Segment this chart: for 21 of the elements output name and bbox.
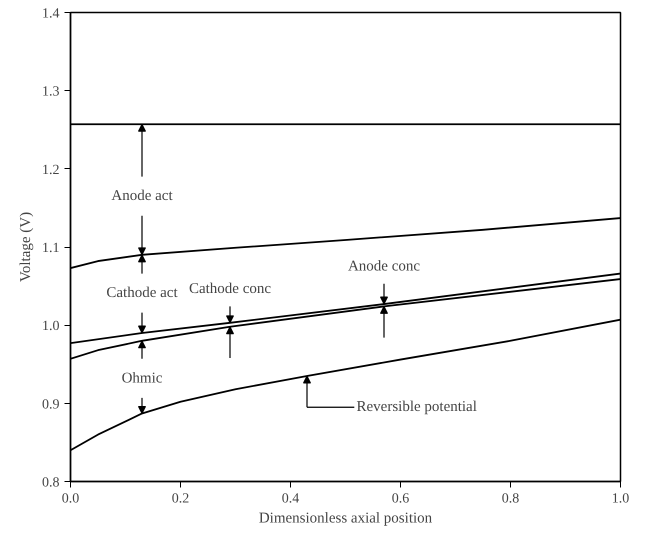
annotation: Anode act — [111, 188, 174, 204]
x-tick-label: 0.4 — [282, 492, 300, 506]
x-tick-label: 0.8 — [502, 492, 520, 506]
y-tick-label: 1.0 — [42, 319, 60, 334]
x-axis-title: Dimensionless axial position — [258, 510, 433, 526]
annotation: Cathode act — [106, 285, 178, 302]
annotation: Reversible potential — [356, 399, 477, 416]
x-tick-label: 0.6 — [392, 492, 410, 506]
y-tick-label: 0.9 — [42, 397, 60, 412]
y-tick-label: 1.2 — [42, 162, 60, 178]
y-tick-label: 1.1 — [42, 241, 60, 256]
y-tick-label: 0.8 — [42, 476, 60, 490]
annotation: Anode conc — [348, 258, 420, 275]
x-tick-label: 1.0 — [612, 492, 630, 506]
y-axis-title: Voltage (V) — [18, 212, 34, 282]
annotation: Cathode conc — [188, 281, 272, 298]
x-tick-label: 0.0 — [62, 492, 80, 506]
annotation: Ohmic — [122, 370, 163, 386]
y-tick-label: 1.3 — [42, 84, 60, 100]
y-tick-label: 1.4 — [42, 6, 60, 22]
x-tick-label: 0.2 — [172, 492, 190, 506]
